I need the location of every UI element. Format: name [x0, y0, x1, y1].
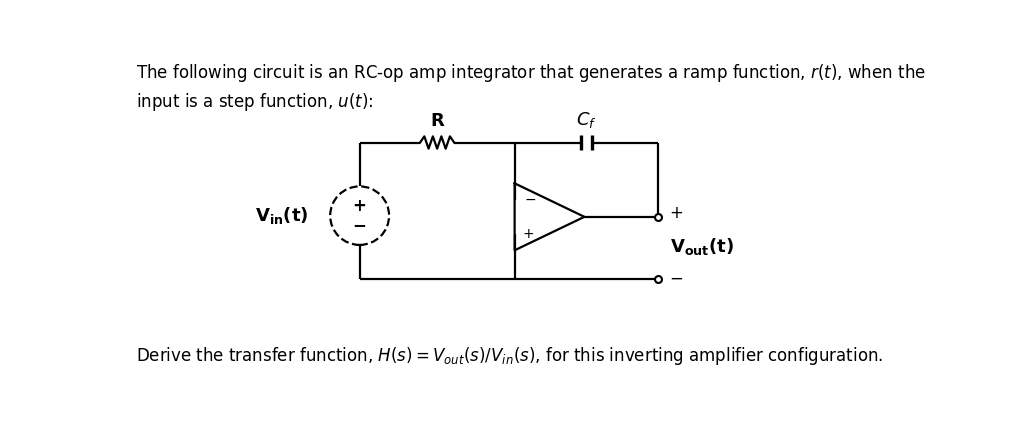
Text: The following circuit is an RC-op amp integrator that generates a ramp function,: The following circuit is an RC-op amp in…	[136, 61, 926, 84]
Text: −: −	[669, 270, 683, 288]
Text: +: +	[523, 226, 534, 240]
Text: −: −	[353, 216, 366, 234]
Text: $C_f$: $C_f$	[576, 110, 597, 130]
Text: +: +	[669, 204, 683, 222]
Text: Derive the transfer function, $H(s) = V_{out}(s)/V_{in}(s)$, for this inverting : Derive the transfer function, $H(s) = V_…	[136, 345, 884, 367]
Text: $\mathbf{V_{in}(t)}$: $\mathbf{V_{in}(t)}$	[255, 205, 309, 226]
Text: R: R	[430, 112, 444, 130]
Text: $\mathbf{V_{out}(t)}$: $\mathbf{V_{out}(t)}$	[669, 236, 733, 257]
Text: input is a step function, $u(t)$:: input is a step function, $u(t)$:	[136, 91, 374, 113]
Text: +: +	[353, 198, 366, 215]
Text: −: −	[525, 193, 536, 207]
